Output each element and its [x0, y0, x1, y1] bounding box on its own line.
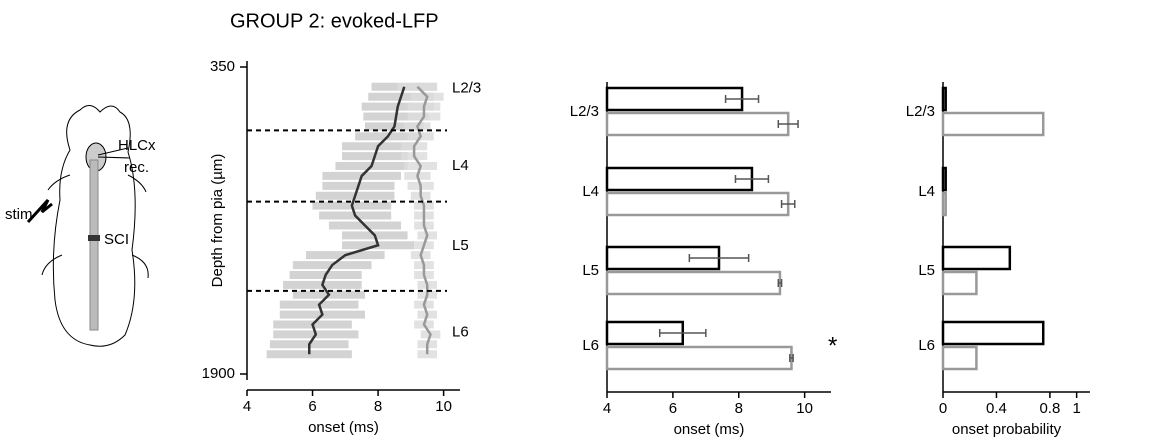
x-tick-label: 6	[308, 398, 316, 415]
bar	[941, 245, 1012, 271]
lesion-label: SCI	[104, 231, 129, 248]
y-tick-label: 350	[210, 58, 235, 75]
x-tick-label: 8	[735, 400, 743, 417]
significance-marker: *	[828, 332, 837, 359]
stim-label: stim	[5, 206, 33, 223]
layer-label: L4	[452, 157, 469, 174]
x-tick-label: 0.8	[1039, 400, 1060, 417]
category-label: L2/3	[906, 103, 935, 120]
x-tick-label: 10	[435, 398, 452, 415]
bar	[605, 86, 744, 112]
category-label: L6	[918, 337, 935, 354]
bar	[941, 166, 947, 192]
bar	[941, 111, 1045, 137]
x-tick-label: 1	[1072, 400, 1080, 417]
error-bar	[734, 175, 770, 183]
bar	[941, 270, 978, 296]
x-tick-label: 8	[374, 398, 382, 415]
bar	[605, 345, 793, 371]
x-tick-label: 0.4	[986, 400, 1007, 417]
bar	[941, 320, 1045, 346]
y-axis-label: Depth from pia (µm)	[209, 154, 226, 288]
category-label: L5	[918, 262, 935, 279]
x-axis-label: onset (ms)	[674, 421, 745, 438]
bar	[941, 345, 978, 371]
category-label: L4	[582, 183, 599, 200]
layer-label: L5	[452, 237, 469, 254]
x-tick-label: 4	[243, 398, 251, 415]
bar	[605, 191, 790, 217]
bar	[605, 166, 754, 192]
category-label: L2/3	[570, 103, 599, 120]
x-tick-label: 4	[603, 400, 611, 417]
x-axis-label: onset (ms)	[308, 419, 379, 436]
figure-title: GROUP 2: evoked-LFP	[230, 10, 439, 32]
x-tick-label: 10	[796, 400, 813, 417]
bar	[605, 270, 782, 296]
error-bar	[724, 95, 760, 103]
bar	[941, 86, 947, 112]
recording-label: HLCx	[118, 137, 156, 154]
error-bar	[789, 354, 794, 362]
x-tick-label: 0	[939, 400, 947, 417]
x-tick-label: 6	[669, 400, 677, 417]
bar	[941, 191, 947, 217]
error-bar	[688, 254, 750, 262]
bar	[605, 111, 790, 137]
error-bar	[777, 279, 783, 287]
category-label: L6	[582, 337, 599, 354]
error-bar	[777, 120, 799, 128]
x-axis-label: onset probability	[952, 421, 1062, 438]
category-label: L4	[918, 183, 935, 200]
recording-label: rec.	[124, 159, 149, 176]
layer-label: L2/3	[452, 80, 481, 97]
error-bar	[780, 200, 796, 208]
layer-label: L6	[452, 323, 469, 340]
y-tick-label: 1900	[202, 365, 235, 382]
rat-illustration	[26, 105, 149, 347]
category-label: L5	[582, 262, 599, 279]
error-bar	[658, 329, 707, 337]
